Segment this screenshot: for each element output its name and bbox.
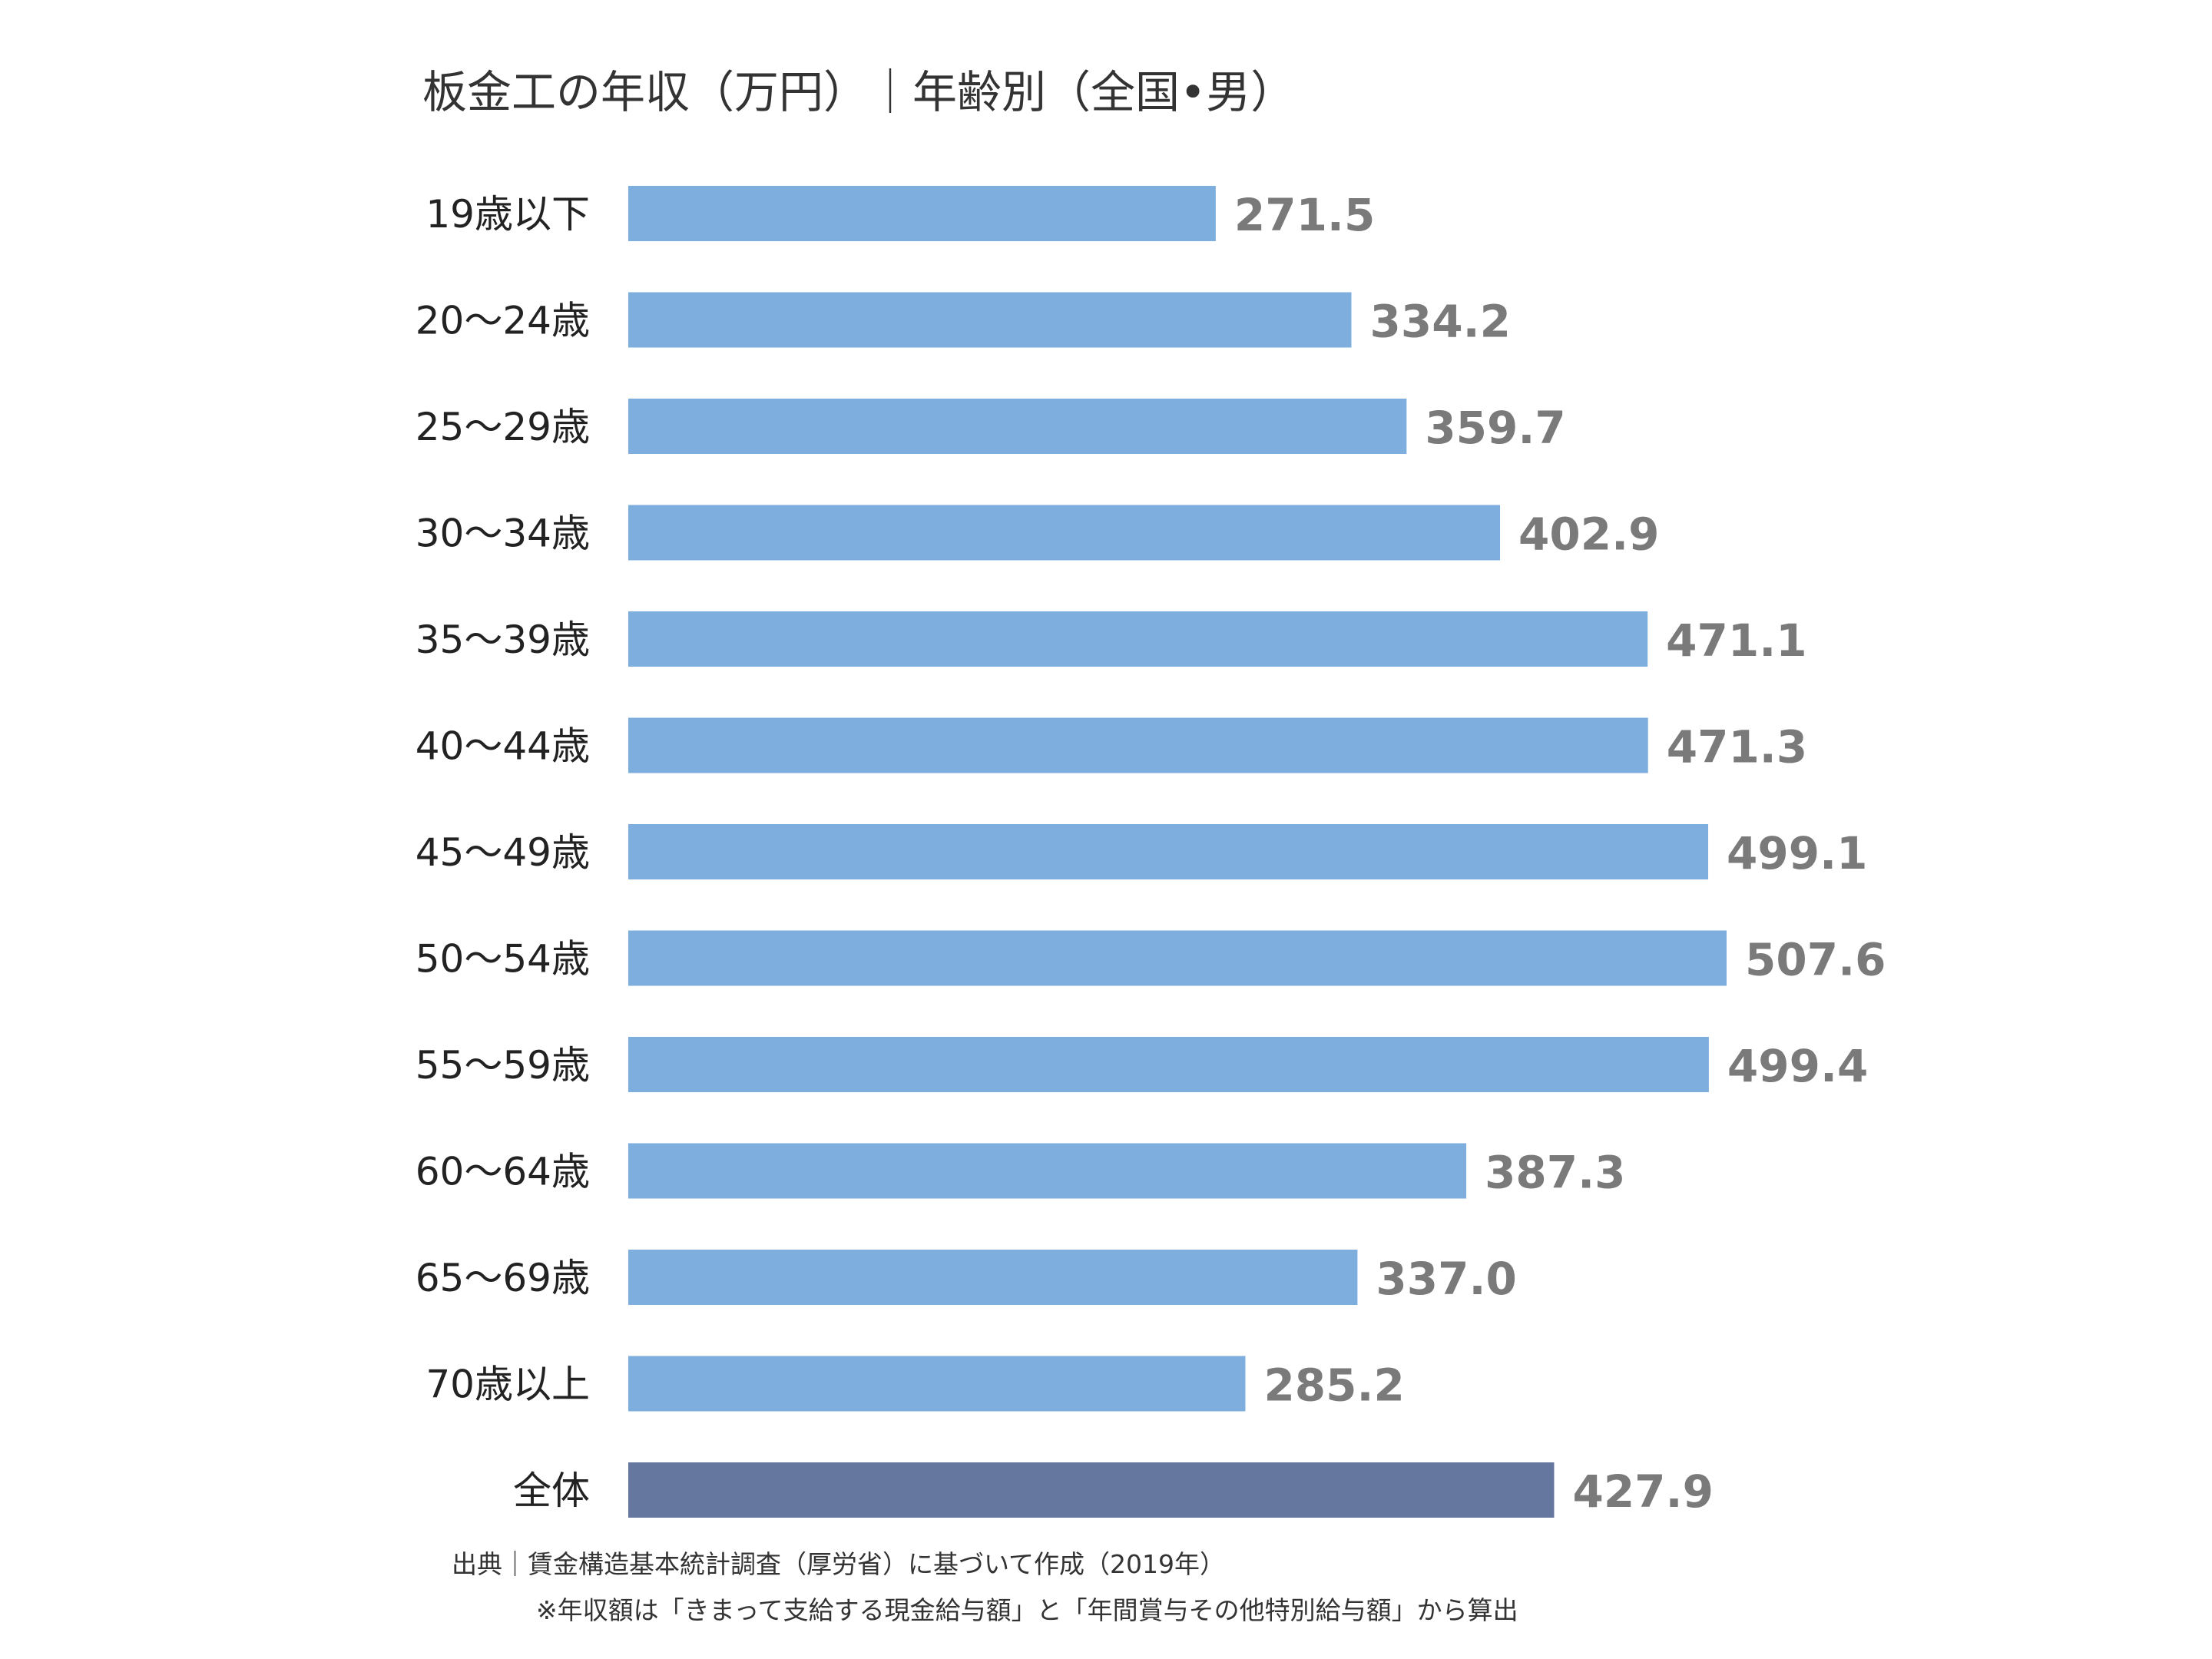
value-label: 337.0 [1376,1253,1516,1305]
calculation-note: ※年収額は「きまって支給する現金給与額」と「年間賞与その他特別給与額」から算出 [536,1595,1518,1625]
value-label: 507.6 [1745,934,1886,986]
bar [628,1144,1466,1199]
value-label: 359.7 [1425,402,1565,454]
bar-total [628,1462,1554,1518]
bar [628,931,1727,986]
category-label: 70歳以上 [426,1363,590,1407]
bar [628,1250,1357,1305]
category-label: 全体 [513,1469,590,1513]
category-label: 19歳以下 [426,192,590,237]
category-label: 20〜24歳 [416,299,590,343]
bar [628,293,1352,348]
category-label: 35〜39歳 [416,618,590,662]
value-label: 427.9 [1572,1465,1713,1518]
bar [628,1356,1245,1412]
value-label: 471.3 [1667,721,1807,773]
value-label: 271.5 [1234,189,1375,241]
value-label: 471.1 [1666,614,1806,667]
value-label: 285.2 [1263,1359,1404,1412]
category-label: 40〜44歳 [416,724,590,769]
value-label: 387.3 [1485,1147,1625,1199]
bar [628,1037,1709,1092]
category-label: 30〜34歳 [416,512,590,556]
bar [628,186,1216,241]
bar [628,399,1406,454]
source-footnote: 出典｜賃金構造基本統計調査（厚労省）に基づいて作成（2019年） [452,1549,1225,1579]
bar [628,505,1500,561]
category-label: 60〜64歳 [416,1150,590,1194]
value-label: 402.9 [1518,508,1659,561]
bar-chart: 板金工の年収（万円）｜年齢別（全国•男） 19歳以下 271.5 20〜24歳 334… [0,0,2212,1659]
bar [628,824,1708,879]
category-label: 50〜54歳 [416,937,590,982]
value-label: 499.4 [1727,1040,1868,1092]
bar [628,611,1647,667]
value-label: 334.2 [1370,296,1511,348]
value-label: 499.1 [1727,827,1867,879]
category-label: 45〜49歳 [416,830,590,875]
bar [628,718,1648,773]
bars-group: 19歳以下 271.5 20〜24歳 334.2 25〜29歳 359.7 30〜34歳 40… [416,186,1886,1518]
category-label: 25〜29歳 [416,405,590,449]
chart-title: 板金工の年収（万円）｜年齢別（全国•男） [422,66,1295,118]
category-label: 65〜69歳 [416,1256,590,1300]
category-label: 55〜59歳 [416,1043,590,1088]
